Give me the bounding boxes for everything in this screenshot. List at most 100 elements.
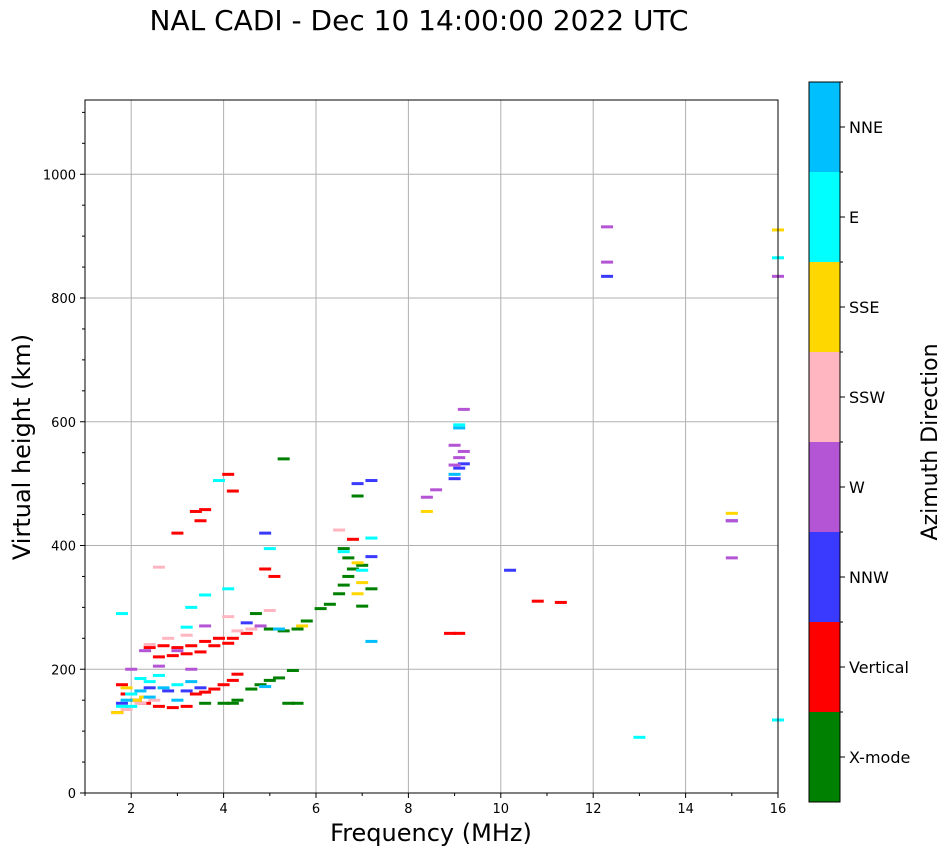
colorbar-segment [809, 172, 840, 262]
data-point-vertical [531, 599, 544, 603]
data-point-vertical [194, 650, 207, 654]
data-point-vertical [171, 646, 184, 650]
data-point-ssw [148, 698, 161, 702]
data-point-x-mode [217, 701, 230, 705]
data-point-nnw [365, 479, 378, 483]
data-point-vertical [554, 600, 567, 604]
data-point-e [115, 612, 128, 616]
data-point-x-mode [249, 612, 262, 616]
colorbar-tick-label: W [849, 478, 865, 497]
data-point-e [453, 423, 466, 427]
data-point-w [457, 407, 470, 411]
data-point-ssw [152, 565, 165, 569]
x-tick-label: 10 [493, 802, 510, 817]
data-point-x-mode [314, 607, 327, 611]
data-point-x-mode [254, 683, 267, 687]
data-point-vertical [166, 706, 179, 710]
data-point-sse [351, 592, 364, 596]
data-point-nnw [259, 531, 272, 535]
data-point-e [185, 605, 198, 609]
data-point-w [171, 649, 184, 653]
y-axis-label: Virtual height (km) [8, 334, 36, 560]
y-tick-label: 800 [51, 292, 76, 307]
data-point-vertical [222, 641, 235, 645]
data-point-sse [420, 509, 433, 513]
data-point-x-mode [356, 563, 369, 567]
data-point-vertical [453, 631, 466, 635]
data-point-x-mode [273, 676, 286, 680]
data-point-nnw [194, 686, 207, 690]
data-point-w [139, 649, 152, 653]
data-point-w [199, 624, 212, 628]
data-point-nnw [351, 482, 364, 486]
data-point-w [725, 556, 738, 560]
colorbar-segment [809, 712, 840, 802]
data-point-e [633, 735, 646, 739]
x-tick-label: 4 [219, 802, 227, 817]
data-point-vertical [199, 508, 212, 512]
data-point-w [457, 449, 470, 453]
data-point-e [356, 568, 369, 572]
data-point-vertical [226, 489, 239, 493]
colorbar-segment [809, 82, 840, 172]
data-point-nne [453, 426, 466, 430]
data-point-vertical [208, 687, 221, 691]
data-point-x-mode [199, 701, 212, 705]
data-point-vertical [231, 672, 244, 676]
data-point-ssw [263, 608, 276, 612]
data-point-vertical [208, 644, 221, 648]
data-point-x-mode [231, 698, 244, 702]
plot-frame [84, 99, 779, 794]
data-point-x-mode [277, 457, 290, 461]
data-point-nne [273, 627, 286, 631]
x-tick-label: 2 [127, 802, 135, 817]
data-point-e [365, 536, 378, 540]
data-point-nne [134, 689, 147, 693]
colorbar-segment [809, 352, 840, 442]
data-point-vertical [115, 683, 128, 687]
data-point-w [601, 225, 614, 229]
data-point-nne [120, 698, 133, 702]
y-tick-label: 0 [68, 787, 76, 802]
data-point-sse [725, 511, 738, 515]
data-point-vertical [268, 574, 281, 578]
data-point-nnw [453, 466, 466, 470]
data-point-x-mode [226, 701, 239, 705]
data-point-nnw [143, 686, 156, 690]
x-axis-label: Frequency (MHz) [330, 819, 532, 847]
data-point-vertical [166, 654, 179, 658]
data-point-w [725, 519, 738, 523]
data-point-w [254, 624, 267, 628]
x-tick-label: 16 [770, 802, 787, 817]
data-point-nnw [240, 621, 253, 625]
colorbar-tick-label: NNW [849, 568, 889, 587]
data-point-vertical [157, 644, 170, 648]
y-tick-label: 1000 [43, 168, 76, 183]
data-point-w [448, 443, 461, 447]
data-point-x-mode [346, 567, 359, 571]
data-point-x-mode [263, 627, 276, 631]
colorbar-tick-label: SSW [849, 388, 885, 407]
colorbar-tick-label: NNE [849, 118, 883, 137]
data-point-e [125, 692, 138, 696]
data-point-vertical [143, 646, 156, 650]
colorbar-tick-label: E [849, 208, 859, 227]
data-point-x-mode [277, 629, 290, 633]
data-point-nnw [457, 462, 470, 466]
colorbar-tick-label: SSE [849, 298, 879, 317]
colorbar-segment [809, 532, 840, 622]
x-tick-label: 12 [585, 802, 602, 817]
colorbar-segment [809, 622, 840, 712]
data-point-ssw [245, 627, 258, 631]
data-point-vertical [217, 683, 230, 687]
x-tick-label: 8 [404, 802, 412, 817]
data-point-sse [129, 698, 142, 702]
data-point-x-mode [291, 701, 304, 705]
data-point-e [263, 547, 276, 551]
data-point-vertical [180, 652, 193, 656]
data-point-sse [351, 561, 364, 565]
colorbar-segment [809, 442, 840, 532]
chart-title: NAL CADI - Dec 10 14:00:00 2022 UTC [149, 4, 689, 37]
data-point-w [453, 456, 466, 460]
